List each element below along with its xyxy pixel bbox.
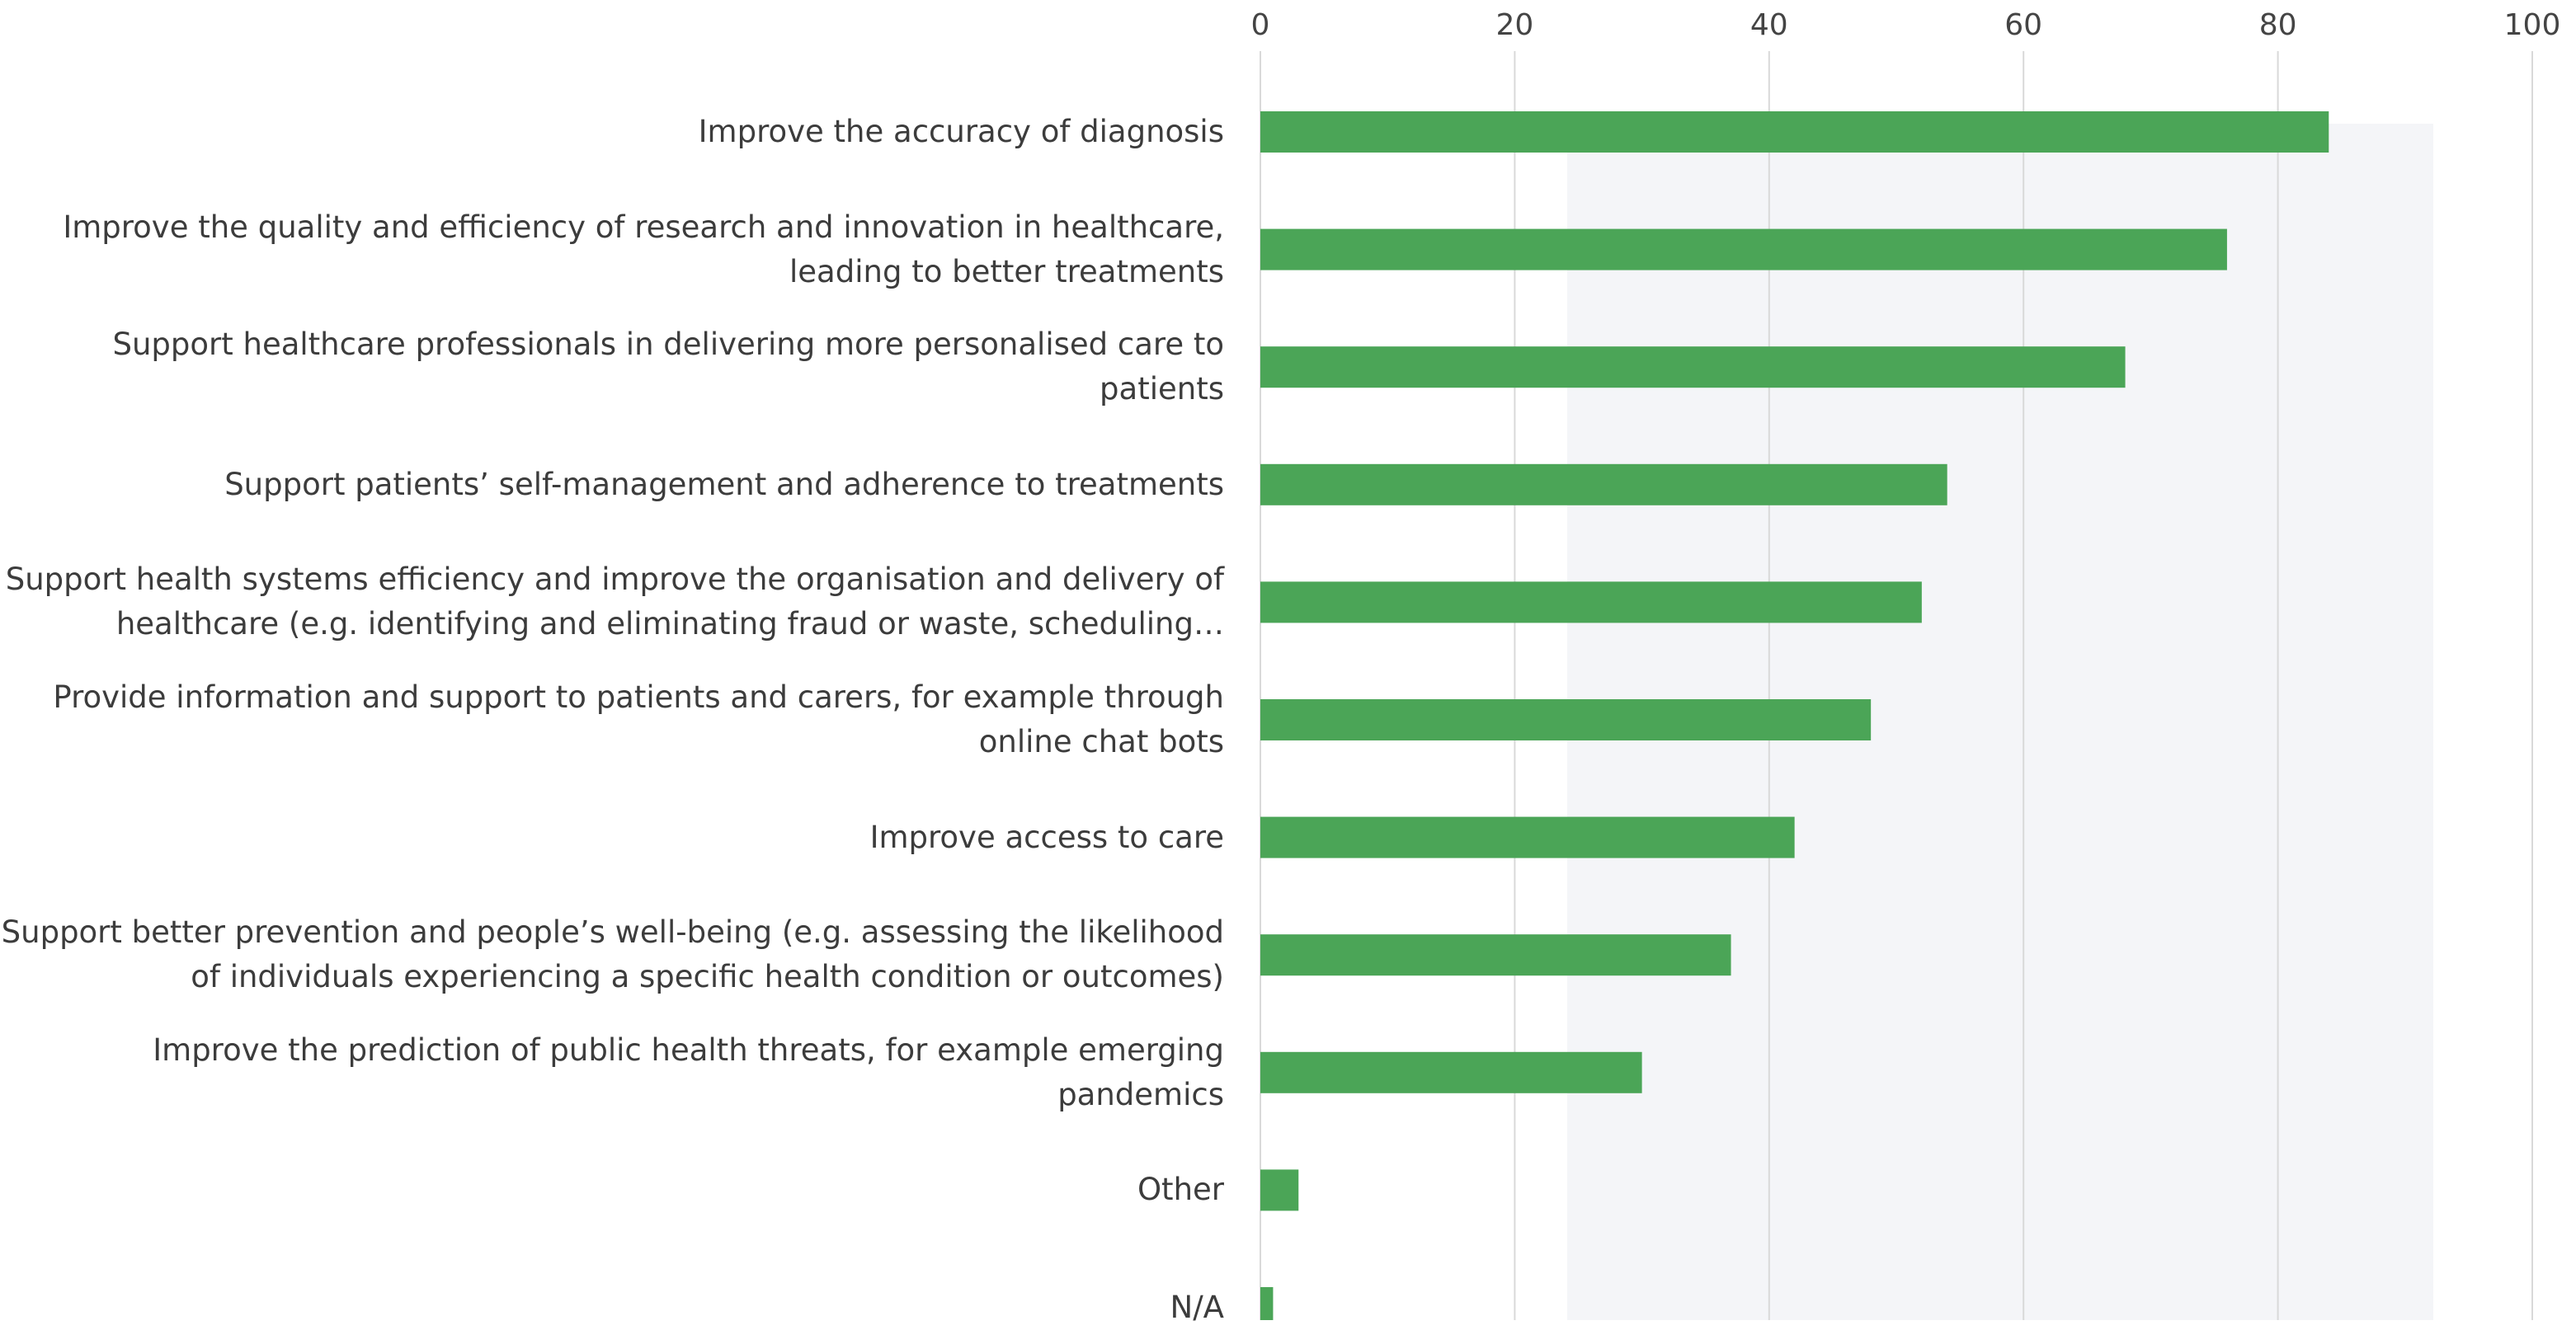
category-label: Support better prevention and people’s w… [0,910,1224,999]
category-label: Support health systems efficiency and im… [0,557,1224,646]
x-tick-label: 0 [1251,8,1270,42]
x-tick-label: 60 [2004,8,2042,42]
bar [1260,817,1795,858]
x-tick-label: 80 [2259,8,2297,42]
x-tick-label: 20 [1495,8,1533,42]
bar [1260,1287,1273,1320]
bar [1260,699,1871,740]
page: 0 20 40 60 80 100 Improve the accuracy of dia… [0,0,2576,1320]
bar [1260,464,1947,505]
x-tick-label: 100 [2504,8,2561,42]
bar [1260,1169,1298,1210]
bar [1260,229,2227,270]
category-label: Support healthcare professionals in deli… [0,322,1224,411]
category-label: Improve the accuracy of diagnosis [0,110,1224,154]
x-tick-label: 40 [1750,8,1788,42]
category-label: Improve the quality and efficiency of re… [0,205,1224,294]
bar [1260,346,2126,388]
chart: 0 20 40 60 80 100 Improve the accuracy of dia… [0,0,2576,1320]
category-label: Provide information and support to patie… [0,675,1224,764]
plot: 0 20 40 60 80 100 [0,0,2576,1320]
bar [1260,581,1922,623]
category-label: Improve the prediction of public health … [0,1028,1224,1117]
bar [1260,934,1731,975]
bar [1260,1052,1642,1093]
category-label: Other [0,1168,1224,1212]
bar [1260,111,2329,153]
category-label: Improve access to care [0,815,1224,860]
category-label: N/A [0,1285,1224,1330]
category-label: Support patients’ self-management and ad… [0,463,1224,507]
